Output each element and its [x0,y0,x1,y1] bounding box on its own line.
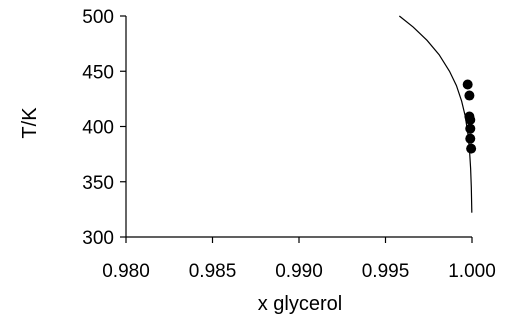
x-tick-label: 0.985 [189,261,237,282]
data-point [465,114,476,125]
data-point [462,79,473,90]
series-line [398,15,473,213]
data-point [465,133,476,144]
data-marks [462,79,477,154]
y-tick-label: 400 [82,118,114,139]
x-tick-label: 0.995 [362,261,410,282]
x-tick-label: 0.980 [102,261,150,282]
plot-area [398,15,473,213]
y-tick-label: 450 [82,62,114,83]
y-axis-title: T/K [19,107,41,139]
y-tick-label: 500 [82,7,114,28]
axes: 300 350 400 450 500 0.980 0.985 0.990 0.995 1.000 [82,7,495,282]
data-point [464,90,475,101]
x-tick-label: 1.000 [448,261,496,282]
data-point [466,143,477,154]
y-tick-label: 350 [82,173,114,194]
x-axis-title: x glycerol [258,293,342,315]
x-tick-label: 0.990 [275,261,323,282]
y-tick-label: 300 [82,228,114,249]
data-point [465,123,476,134]
